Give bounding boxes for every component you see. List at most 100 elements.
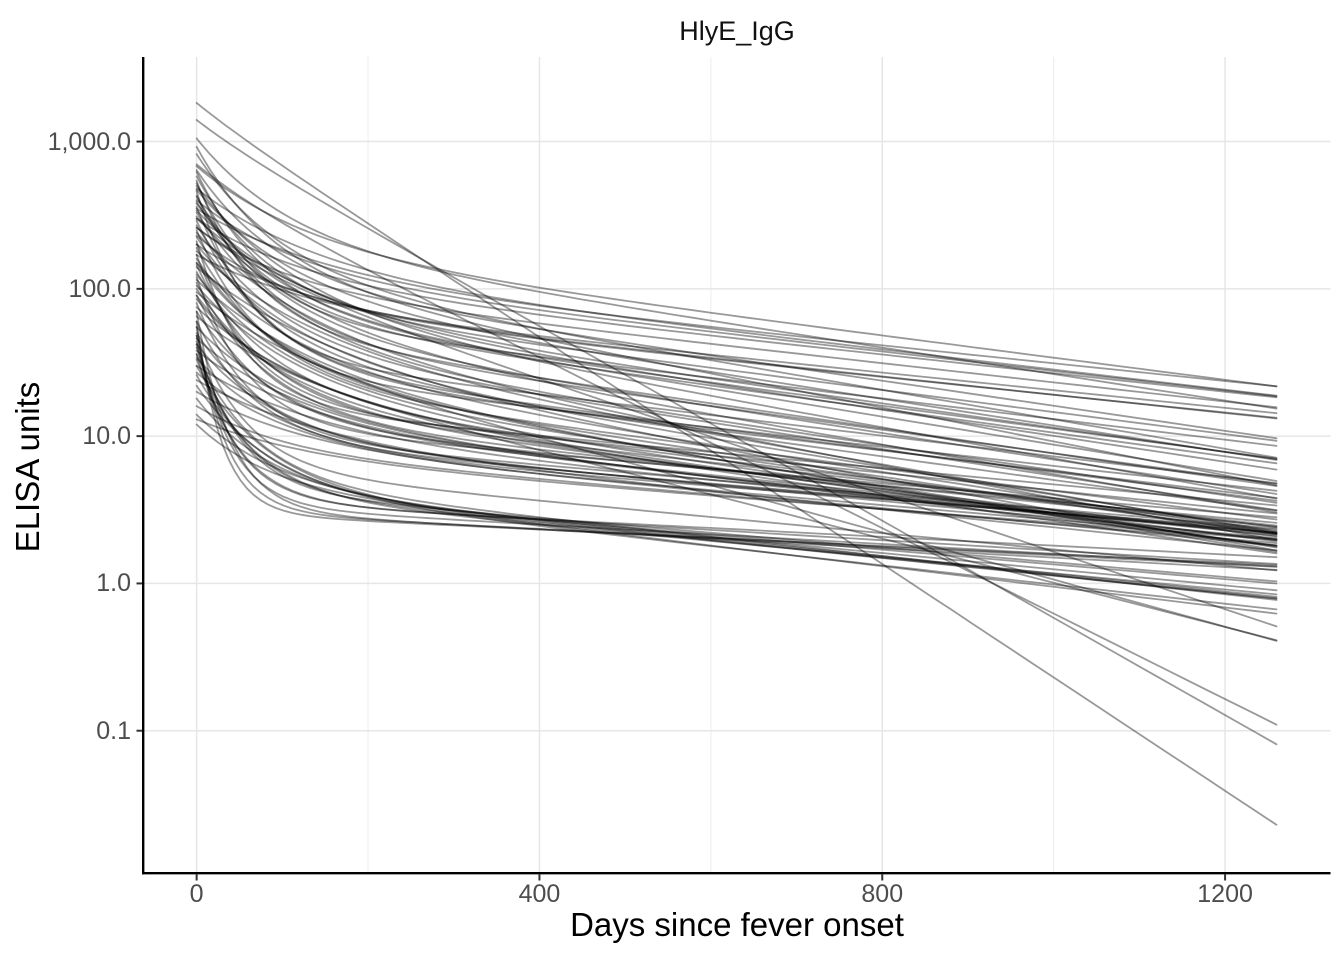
y-tick-label: 0.1 xyxy=(96,716,131,745)
y-tick-label: 1,000.0 xyxy=(47,127,131,156)
decay-curve xyxy=(195,261,1278,642)
decay-curve xyxy=(195,371,1278,540)
decay-curve xyxy=(195,273,1278,535)
decay-curve xyxy=(195,298,1278,543)
decay-curve xyxy=(195,202,1278,460)
decay-curve xyxy=(195,284,1278,548)
decay-curve xyxy=(195,287,1278,538)
decay-curve xyxy=(195,171,1278,482)
decay-curve xyxy=(195,306,1278,555)
decay-curve xyxy=(195,413,1278,592)
decay-curve xyxy=(195,349,1278,537)
decay-curve xyxy=(195,226,1278,409)
decay-curve xyxy=(195,102,1278,826)
decay-curve xyxy=(195,209,1278,471)
decay-curve xyxy=(195,253,1278,515)
decay-curve xyxy=(195,250,1278,534)
decay-curve xyxy=(195,211,1278,504)
decay-curve xyxy=(195,163,1278,726)
decay-curve xyxy=(195,294,1278,642)
decay-curve xyxy=(195,315,1278,547)
decay-curve xyxy=(195,397,1278,600)
decay-curve xyxy=(195,346,1278,600)
decay-curve xyxy=(195,405,1278,544)
decay-curve xyxy=(195,261,1278,534)
decay-curve xyxy=(195,153,1278,459)
decay-curve xyxy=(195,243,1278,533)
decay-curve xyxy=(195,194,1278,485)
decay-curve xyxy=(195,217,1278,399)
decay-curve xyxy=(195,271,1278,529)
decay-curve xyxy=(195,281,1278,528)
decay-curve xyxy=(195,343,1278,534)
decay-curve xyxy=(195,291,1278,549)
decay-curve xyxy=(195,229,1278,492)
decay-curve xyxy=(195,205,1278,502)
decay-curve xyxy=(195,353,1278,559)
y-tick-label: 10.0 xyxy=(82,422,131,451)
decay-curve xyxy=(195,326,1278,547)
decay-curve xyxy=(195,246,1278,521)
decay-curve xyxy=(195,278,1278,553)
decay-curve xyxy=(195,337,1278,542)
decay-curve xyxy=(195,219,1278,499)
y-tick-label: 100.0 xyxy=(68,274,131,303)
decay-curve xyxy=(195,257,1278,536)
decay-curve xyxy=(195,240,1278,507)
decay-curve xyxy=(195,199,1278,398)
decay-curve xyxy=(195,310,1278,571)
decay-curve xyxy=(195,276,1278,519)
x-tick-label: 1200 xyxy=(1197,880,1253,908)
decay-curve xyxy=(195,226,1278,628)
decay-curve xyxy=(195,253,1278,419)
decay-curve xyxy=(195,231,1278,541)
decay-curve xyxy=(195,302,1278,530)
decay-curve xyxy=(195,180,1278,487)
decay-curve xyxy=(195,294,1278,524)
decay-curve xyxy=(195,264,1278,527)
decay-curve xyxy=(195,145,1278,487)
decay-curve xyxy=(195,196,1278,465)
decay-curve xyxy=(195,207,1278,388)
decay-curve xyxy=(195,169,1278,440)
decay-curve xyxy=(195,182,1278,447)
decay-curve xyxy=(195,119,1278,746)
chart-title: HlyE_IgG xyxy=(679,16,795,46)
decay-curve xyxy=(195,374,1278,598)
decay-curve xyxy=(195,217,1278,461)
decay-curve xyxy=(195,418,1278,541)
decay-curve xyxy=(195,340,1278,583)
decay-curve xyxy=(195,234,1278,415)
x-tick-label: 400 xyxy=(518,880,561,908)
decay-curve xyxy=(195,165,1278,388)
decay-curve xyxy=(195,334,1278,572)
decay-curve xyxy=(195,343,1278,565)
decay-curve xyxy=(195,334,1278,568)
decay-curve xyxy=(195,356,1278,531)
decay-curve xyxy=(195,332,1278,540)
decay-curve xyxy=(195,353,1278,601)
decay-curve xyxy=(195,390,1278,547)
decay-curve xyxy=(195,320,1278,566)
y-axis-title: ELISA units xyxy=(9,381,46,553)
decay-curve xyxy=(195,175,1278,442)
decay-curve xyxy=(195,364,1278,536)
x-tick-label: 800 xyxy=(861,880,904,908)
decay-curve xyxy=(195,320,1278,533)
decay-curve xyxy=(195,215,1278,514)
decay-curve xyxy=(195,364,1278,615)
x-tick-label: 0 xyxy=(189,880,204,908)
decay-curve xyxy=(195,188,1278,461)
y-tick-label: 1.0 xyxy=(96,569,131,598)
decay-curve xyxy=(195,379,1278,552)
decay-curve xyxy=(195,200,1278,495)
decay-curve xyxy=(195,184,1278,500)
decay-curve xyxy=(195,137,1278,410)
decay-curve xyxy=(195,384,1278,611)
decay-curve xyxy=(195,187,1278,397)
decay-curve xyxy=(195,236,1278,512)
decay-curve xyxy=(195,243,1278,420)
x-axis-title: Days since fever onset xyxy=(570,906,904,943)
decay-curve xyxy=(195,224,1278,512)
